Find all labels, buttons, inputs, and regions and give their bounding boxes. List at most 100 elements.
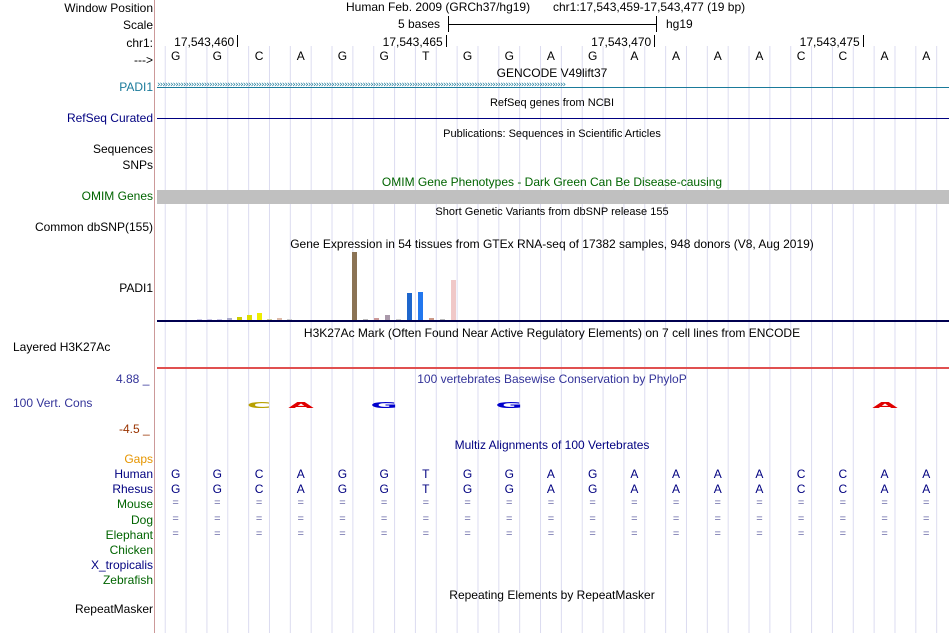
ref-base: G bbox=[379, 49, 389, 63]
ref-base: A bbox=[546, 49, 555, 63]
alignment-base: = bbox=[297, 512, 304, 525]
gtex-bar[interactable] bbox=[227, 318, 232, 321]
alignment-base: = bbox=[214, 497, 221, 510]
species-label-human[interactable]: Human bbox=[114, 467, 153, 481]
refseq-title: RefSeq genes from NCBI bbox=[489, 97, 615, 109]
alignment-base: = bbox=[923, 512, 930, 525]
ref-base: G bbox=[587, 49, 598, 63]
ref-base: G bbox=[212, 49, 223, 63]
gtex-bar[interactable] bbox=[451, 280, 456, 321]
ref-base: G bbox=[462, 49, 473, 63]
alignment-base: = bbox=[756, 527, 763, 540]
alignment-base: = bbox=[631, 497, 638, 510]
alignment-base: G bbox=[504, 467, 514, 481]
alignment-base: A bbox=[713, 482, 722, 497]
gtex-label[interactable]: PADI1 bbox=[119, 281, 153, 295]
alignment-base: A bbox=[672, 467, 681, 481]
alignment-base: A bbox=[630, 482, 639, 497]
species-label-rhesus[interactable]: Rhesus bbox=[112, 482, 153, 497]
alignment-base: = bbox=[797, 497, 805, 510]
alignment-base: = bbox=[506, 512, 513, 525]
alignment-base: = bbox=[506, 527, 513, 540]
window-position-label: Window Position bbox=[64, 1, 153, 15]
gtex-bar[interactable] bbox=[247, 315, 252, 321]
ref-base: A bbox=[755, 49, 764, 63]
species-label-elephant[interactable]: Elephant bbox=[105, 527, 153, 542]
coordinate-label: 17,543,470 bbox=[591, 35, 652, 49]
alignment-base: A bbox=[713, 467, 722, 481]
refseq-gene-line[interactable] bbox=[157, 118, 949, 119]
dbsnp-label[interactable]: Common dbSNP(155) bbox=[34, 220, 153, 234]
phylop-label[interactable]: 100 Vert. Cons bbox=[13, 396, 93, 410]
conservation-letter: A bbox=[871, 400, 898, 411]
phylop-title: 100 vertebrates Basewise Conservation by… bbox=[417, 372, 687, 386]
coordinate-label: 17,543,475 bbox=[799, 35, 860, 49]
scale-bar-text: 5 bases bbox=[398, 17, 441, 31]
ref-base: G bbox=[504, 49, 514, 63]
refseq-label[interactable]: RefSeq Curated bbox=[66, 111, 153, 125]
sequences-label[interactable]: Sequences bbox=[92, 142, 153, 156]
species-label-x_tropicalis[interactable]: X_tropicalis bbox=[90, 558, 153, 573]
species-label-mouse[interactable]: Mouse bbox=[116, 497, 153, 512]
alignment-base: A bbox=[922, 467, 931, 481]
dbsnp-title: Short Genetic Variants from dbSNP releas… bbox=[435, 206, 669, 218]
gtex-expression-chart[interactable] bbox=[157, 252, 537, 321]
alignment-base: = bbox=[506, 497, 513, 510]
alignment-base: T bbox=[422, 467, 430, 481]
alignment-base: C bbox=[796, 482, 806, 497]
h3k27ac-signal[interactable] bbox=[157, 367, 949, 369]
ref-base: C bbox=[254, 49, 264, 63]
gencode-gene-label[interactable]: PADI1 bbox=[119, 80, 153, 94]
alignment-base: = bbox=[380, 527, 388, 540]
omim-gene-bar[interactable] bbox=[157, 190, 949, 204]
species-label-zebrafish[interactable]: Zebrafish bbox=[102, 573, 153, 588]
scale-bar bbox=[448, 24, 656, 25]
multiz-title: Multiz Alignments of 100 Vertebrates bbox=[454, 438, 650, 452]
alignment-base: A bbox=[546, 482, 555, 497]
alignment-base: = bbox=[339, 527, 346, 540]
alignment-base: = bbox=[714, 527, 721, 540]
omim-label[interactable]: OMIM Genes bbox=[81, 189, 153, 203]
coordinate-tick bbox=[237, 35, 239, 47]
coordinate-label: 17,543,465 bbox=[382, 35, 443, 49]
alignment-base: = bbox=[756, 512, 763, 525]
gtex-bar[interactable] bbox=[429, 318, 434, 321]
species-label-dog[interactable]: Dog bbox=[130, 512, 153, 527]
alignment-base: = bbox=[464, 512, 471, 525]
scale-db-text: hg19 bbox=[666, 17, 693, 31]
alignment-base: = bbox=[172, 512, 179, 525]
scale-bar-right-tick bbox=[656, 16, 657, 32]
alignment-base: = bbox=[839, 512, 847, 525]
alignment-base: = bbox=[464, 497, 471, 510]
gtex-bar[interactable] bbox=[257, 313, 262, 321]
alignment-base: = bbox=[214, 527, 221, 540]
gtex-bar[interactable] bbox=[277, 318, 282, 321]
alignment-base: G bbox=[379, 482, 389, 497]
alignment-base: A bbox=[880, 482, 889, 497]
repeatmasker-label[interactable]: RepeatMasker bbox=[74, 602, 153, 616]
alignment-base: = bbox=[672, 497, 680, 510]
padi1-gene-model[interactable]: ››››››››››››››››››››››››››››››››››››››››… bbox=[157, 82, 949, 94]
alignment-base: G bbox=[462, 467, 473, 481]
h3k27ac-label[interactable]: Layered H3K27Ac bbox=[13, 340, 111, 354]
alignment-base: A bbox=[630, 467, 639, 481]
ref-base: G bbox=[170, 49, 181, 63]
gtex-bar[interactable] bbox=[237, 317, 242, 321]
chrom-label: chr1: bbox=[126, 36, 153, 50]
alignment-base: T bbox=[422, 482, 430, 497]
gtex-bar[interactable] bbox=[352, 252, 357, 321]
alignment-base: = bbox=[297, 527, 304, 540]
alignment-base: = bbox=[589, 512, 596, 525]
alignment-base: = bbox=[839, 527, 847, 540]
gtex-bar[interactable] bbox=[407, 293, 412, 321]
gtex-bar[interactable] bbox=[385, 315, 390, 321]
alignment-base: A bbox=[922, 482, 931, 497]
gtex-bar[interactable] bbox=[374, 318, 379, 321]
ref-base: C bbox=[838, 49, 848, 63]
snps-label[interactable]: SNPs bbox=[122, 158, 153, 172]
ref-base: A bbox=[880, 49, 889, 63]
alignment-base: = bbox=[881, 497, 888, 510]
scale-label: Scale bbox=[122, 18, 153, 32]
species-label-chicken[interactable]: Chicken bbox=[109, 543, 153, 557]
gtex-bar[interactable] bbox=[418, 292, 423, 321]
